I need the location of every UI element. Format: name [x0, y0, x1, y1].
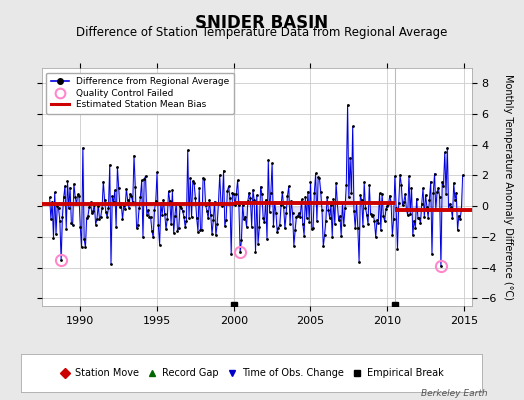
- Text: SNIDER BASIN: SNIDER BASIN: [195, 14, 329, 32]
- Text: Difference of Station Temperature Data from Regional Average: Difference of Station Temperature Data f…: [77, 26, 447, 39]
- Legend: Station Move, Record Gap, Time of Obs. Change, Empirical Break: Station Move, Record Gap, Time of Obs. C…: [56, 365, 447, 381]
- Y-axis label: Monthly Temperature Anomaly Difference (°C): Monthly Temperature Anomaly Difference (…: [504, 74, 514, 300]
- Text: Berkeley Earth: Berkeley Earth: [421, 389, 487, 398]
- Legend: Difference from Regional Average, Quality Control Failed, Estimated Station Mean: Difference from Regional Average, Qualit…: [47, 72, 234, 114]
